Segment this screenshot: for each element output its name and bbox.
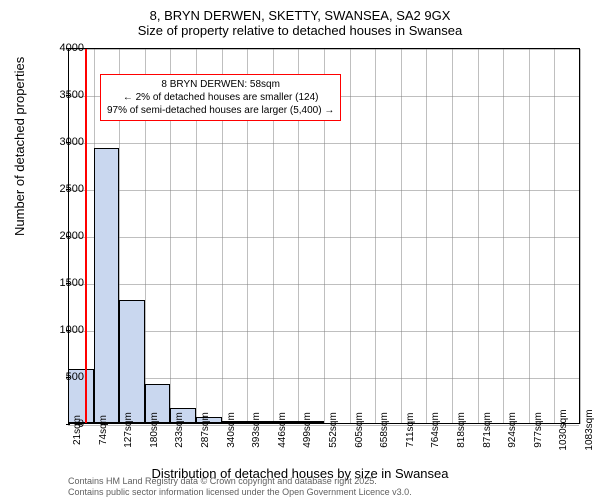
y-axis-label: Number of detached properties xyxy=(12,57,27,236)
x-tick-label: 340sqm xyxy=(226,412,237,448)
x-tick-label: 658sqm xyxy=(379,412,390,448)
chart-title-main: 8, BRYN DERWEN, SKETTY, SWANSEA, SA2 9GX xyxy=(0,0,600,23)
footer-attribution: Contains HM Land Registry data © Crown c… xyxy=(68,476,412,498)
histogram-bar xyxy=(94,148,120,423)
x-tick-label: 1083sqm xyxy=(584,409,595,450)
y-tick-label: 3000 xyxy=(60,136,84,148)
x-tick-label: 74sqm xyxy=(98,415,109,445)
x-tick-label: 127sqm xyxy=(123,412,134,448)
annotation-line1: 8 BRYN DERWEN: 58sqm xyxy=(107,78,334,91)
y-tick-label: 1500 xyxy=(60,277,84,289)
x-tick-label: 871sqm xyxy=(482,412,493,448)
y-tick-label: 3500 xyxy=(60,89,84,101)
annotation-callout: 8 BRYN DERWEN: 58sqm ← 2% of detached ho… xyxy=(100,74,341,121)
x-tick-label: 180sqm xyxy=(149,412,160,448)
annotation-line2: ← 2% of detached houses are smaller (124… xyxy=(107,91,334,104)
x-tick-label: 1030sqm xyxy=(558,409,569,450)
x-tick-label: 924sqm xyxy=(507,412,518,448)
x-tick-label: 393sqm xyxy=(251,412,262,448)
reference-line xyxy=(85,49,87,424)
annotation-line3: 97% of semi-detached houses are larger (… xyxy=(107,104,334,117)
x-tick-label: 977sqm xyxy=(533,412,544,448)
x-tick-label: 552sqm xyxy=(328,412,339,448)
x-tick-label: 287sqm xyxy=(200,412,211,448)
x-tick-label: 21sqm xyxy=(72,415,83,445)
x-tick-label: 764sqm xyxy=(430,412,441,448)
histogram-bar xyxy=(119,300,145,423)
x-tick-label: 605sqm xyxy=(354,412,365,448)
x-tick-label: 499sqm xyxy=(302,412,313,448)
chart-title-sub: Size of property relative to detached ho… xyxy=(0,23,600,38)
y-tick-label: 4000 xyxy=(60,42,84,54)
x-tick-label: 446sqm xyxy=(277,412,288,448)
y-tick-label: 2500 xyxy=(60,183,84,195)
x-tick-label: 818sqm xyxy=(456,412,467,448)
x-tick-label: 233sqm xyxy=(174,412,185,448)
x-tick-label: 711sqm xyxy=(405,413,416,448)
y-tick-label: 2000 xyxy=(60,230,84,242)
y-tick-label: 1000 xyxy=(60,324,84,336)
